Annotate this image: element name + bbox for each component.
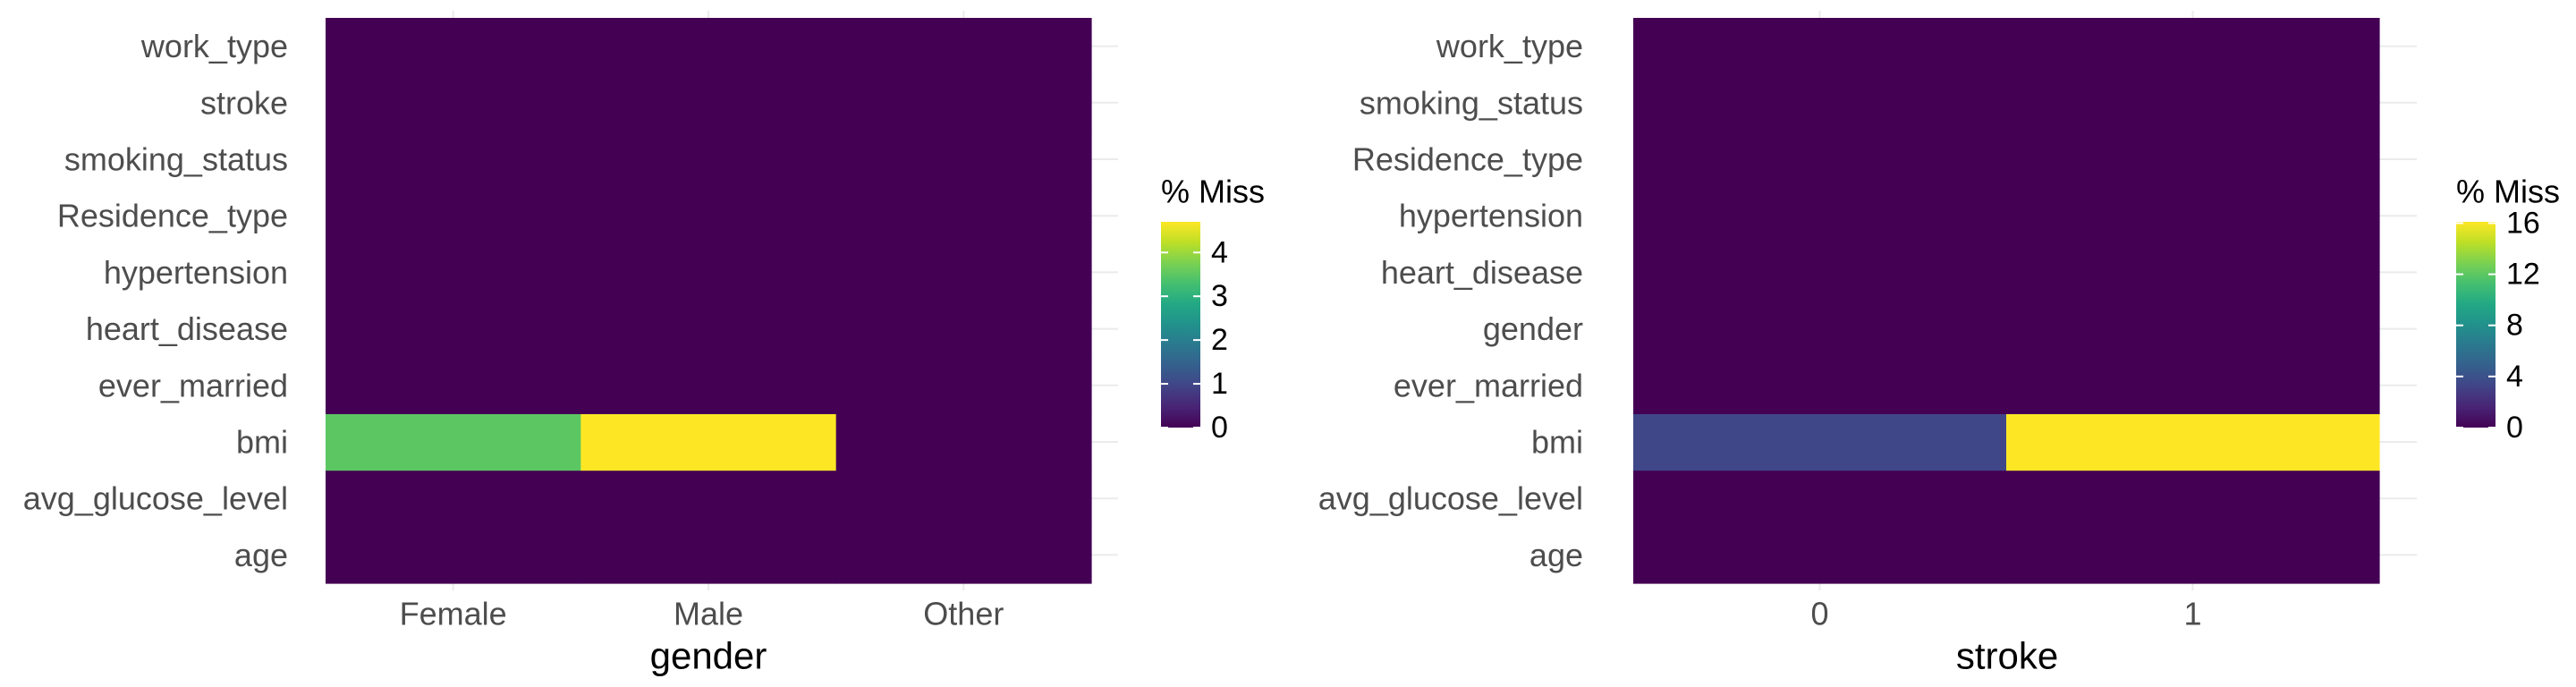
tile-heart_disease-Female <box>326 301 581 358</box>
y-tick-label: heart_disease <box>1381 254 1583 291</box>
tile-smoking_status-1 <box>2006 74 2380 131</box>
tile-Residence_type-Male <box>580 187 837 245</box>
tile-smoking_status-Other <box>835 131 1092 189</box>
tile-hypertension-1 <box>2006 187 2380 245</box>
legend-tick-label: 2 <box>1211 323 1228 357</box>
y-tick-label: work_type <box>140 28 288 64</box>
tile-age-0 <box>1633 526 2007 584</box>
tile-bmi-0 <box>1633 413 2007 471</box>
legend-tick-label: 0 <box>2506 411 2523 445</box>
tile-smoking_status-Male <box>580 131 837 189</box>
tile-heart_disease-0 <box>1633 243 2007 301</box>
tile-ever_married-0 <box>1633 357 2007 414</box>
tile-ever_married-1 <box>2006 357 2380 414</box>
tile-smoking_status-0 <box>1633 74 2007 131</box>
y-tick-label: Residence_type <box>1352 141 1583 178</box>
y-tick-label: work_type <box>1436 28 1583 64</box>
heatmap-panel-stroke: age avg_glucose_level bmi ever_married gende… <box>1318 11 2560 677</box>
tile-work_type-Female <box>326 18 581 75</box>
tile-hypertension-Male <box>580 243 837 301</box>
tile-stroke-Male <box>580 74 837 131</box>
tile-bmi-Other <box>835 413 1092 471</box>
x-tick-label: 0 <box>1810 596 1828 632</box>
y-tick-label: ever_married <box>98 367 288 403</box>
tile-ever_married-Male <box>580 357 837 414</box>
y-tick-label: smoking_status <box>1360 84 1583 121</box>
tile-work_type-1 <box>2006 18 2380 75</box>
tile-Residence_type-0 <box>1633 131 2007 189</box>
x-tick-label: 1 <box>2183 596 2201 632</box>
tile-ever_married-Female <box>326 357 581 414</box>
tile-work_type-Other <box>835 18 1092 75</box>
tile-avg_glucose_level-Female <box>326 470 581 528</box>
y-tick-label: gender <box>1483 310 1583 347</box>
tile-age-1 <box>2006 526 2380 584</box>
tile-Residence_type-1 <box>2006 131 2380 189</box>
y-tick-label: age <box>234 537 288 573</box>
y-tick-label: ever_married <box>1394 367 1583 403</box>
tile-ever_married-Other <box>835 357 1092 414</box>
tile-age-Male <box>580 526 837 584</box>
y-tick-label: bmi <box>1531 424 1583 461</box>
legend-tick-label: 1 <box>1211 367 1228 401</box>
legend-tick-label: 4 <box>1211 235 1228 269</box>
tile-heart_disease-Other <box>835 301 1092 358</box>
x-tick-label: Female <box>400 596 507 632</box>
heatmap-panel-gender: age avg_glucose_level bmi ever_married heart… <box>23 11 1265 677</box>
y-tick-label: avg_glucose_level <box>23 480 288 517</box>
legend: % Miss 0 4 8 12 16 <box>2456 174 2560 445</box>
y-tick-label: hypertension <box>104 254 288 291</box>
tile-bmi-1 <box>2006 413 2380 471</box>
tile-hypertension-Other <box>835 243 1092 301</box>
tile-bmi-Female <box>326 413 581 471</box>
tile-age-Other <box>835 526 1092 584</box>
tile-work_type-Male <box>580 18 837 75</box>
y-tick-label: Residence_type <box>57 198 288 234</box>
y-tick-label: stroke <box>200 84 288 121</box>
tile-avg_glucose_level-Male <box>580 470 837 528</box>
x-tick-label: Other <box>923 596 1004 632</box>
legend-title: % Miss <box>2456 174 2560 210</box>
tile-hypertension-0 <box>1633 187 2007 245</box>
tile-age-Female <box>326 526 581 584</box>
tile-work_type-0 <box>1633 18 2007 75</box>
legend-colorbar <box>1161 222 1200 428</box>
tile-avg_glucose_level-0 <box>1633 470 2007 528</box>
tile-stroke-Female <box>326 74 581 131</box>
legend: % Miss 0 1 2 3 4 <box>1161 174 1265 445</box>
legend-tick-label: 0 <box>1211 411 1228 445</box>
tile-smoking_status-Female <box>326 131 581 189</box>
legend-tick-label: 12 <box>2506 258 2540 292</box>
tile-hypertension-Female <box>326 243 581 301</box>
y-tick-label: hypertension <box>1399 198 1583 234</box>
tile-heart_disease-Male <box>580 301 837 358</box>
y-tick-label: bmi <box>236 424 288 461</box>
tile-stroke-Other <box>835 74 1092 131</box>
tile-gender-1 <box>2006 301 2380 358</box>
y-tick-label: age <box>1530 537 1583 573</box>
tile-Residence_type-Female <box>326 187 581 245</box>
tile-bmi-Male <box>580 413 837 471</box>
y-tick-label: smoking_status <box>64 141 288 178</box>
legend-tick-label: 16 <box>2506 206 2540 240</box>
tile-avg_glucose_level-Other <box>835 470 1092 528</box>
tile-gender-0 <box>1633 301 2007 358</box>
x-axis-title: stroke <box>1956 635 2058 677</box>
x-axis-title: gender <box>650 635 767 677</box>
tile-Residence_type-Other <box>835 187 1092 245</box>
tile-avg_glucose_level-1 <box>2006 470 2380 528</box>
legend-tick-label: 8 <box>2506 309 2523 343</box>
y-tick-label: heart_disease <box>86 310 288 347</box>
legend-title: % Miss <box>1161 174 1265 210</box>
x-tick-label: Male <box>674 596 743 632</box>
tile-heart_disease-1 <box>2006 243 2380 301</box>
legend-tick-label: 4 <box>2506 360 2523 394</box>
legend-tick-label: 3 <box>1211 279 1228 313</box>
y-tick-label: avg_glucose_level <box>1318 480 1583 517</box>
